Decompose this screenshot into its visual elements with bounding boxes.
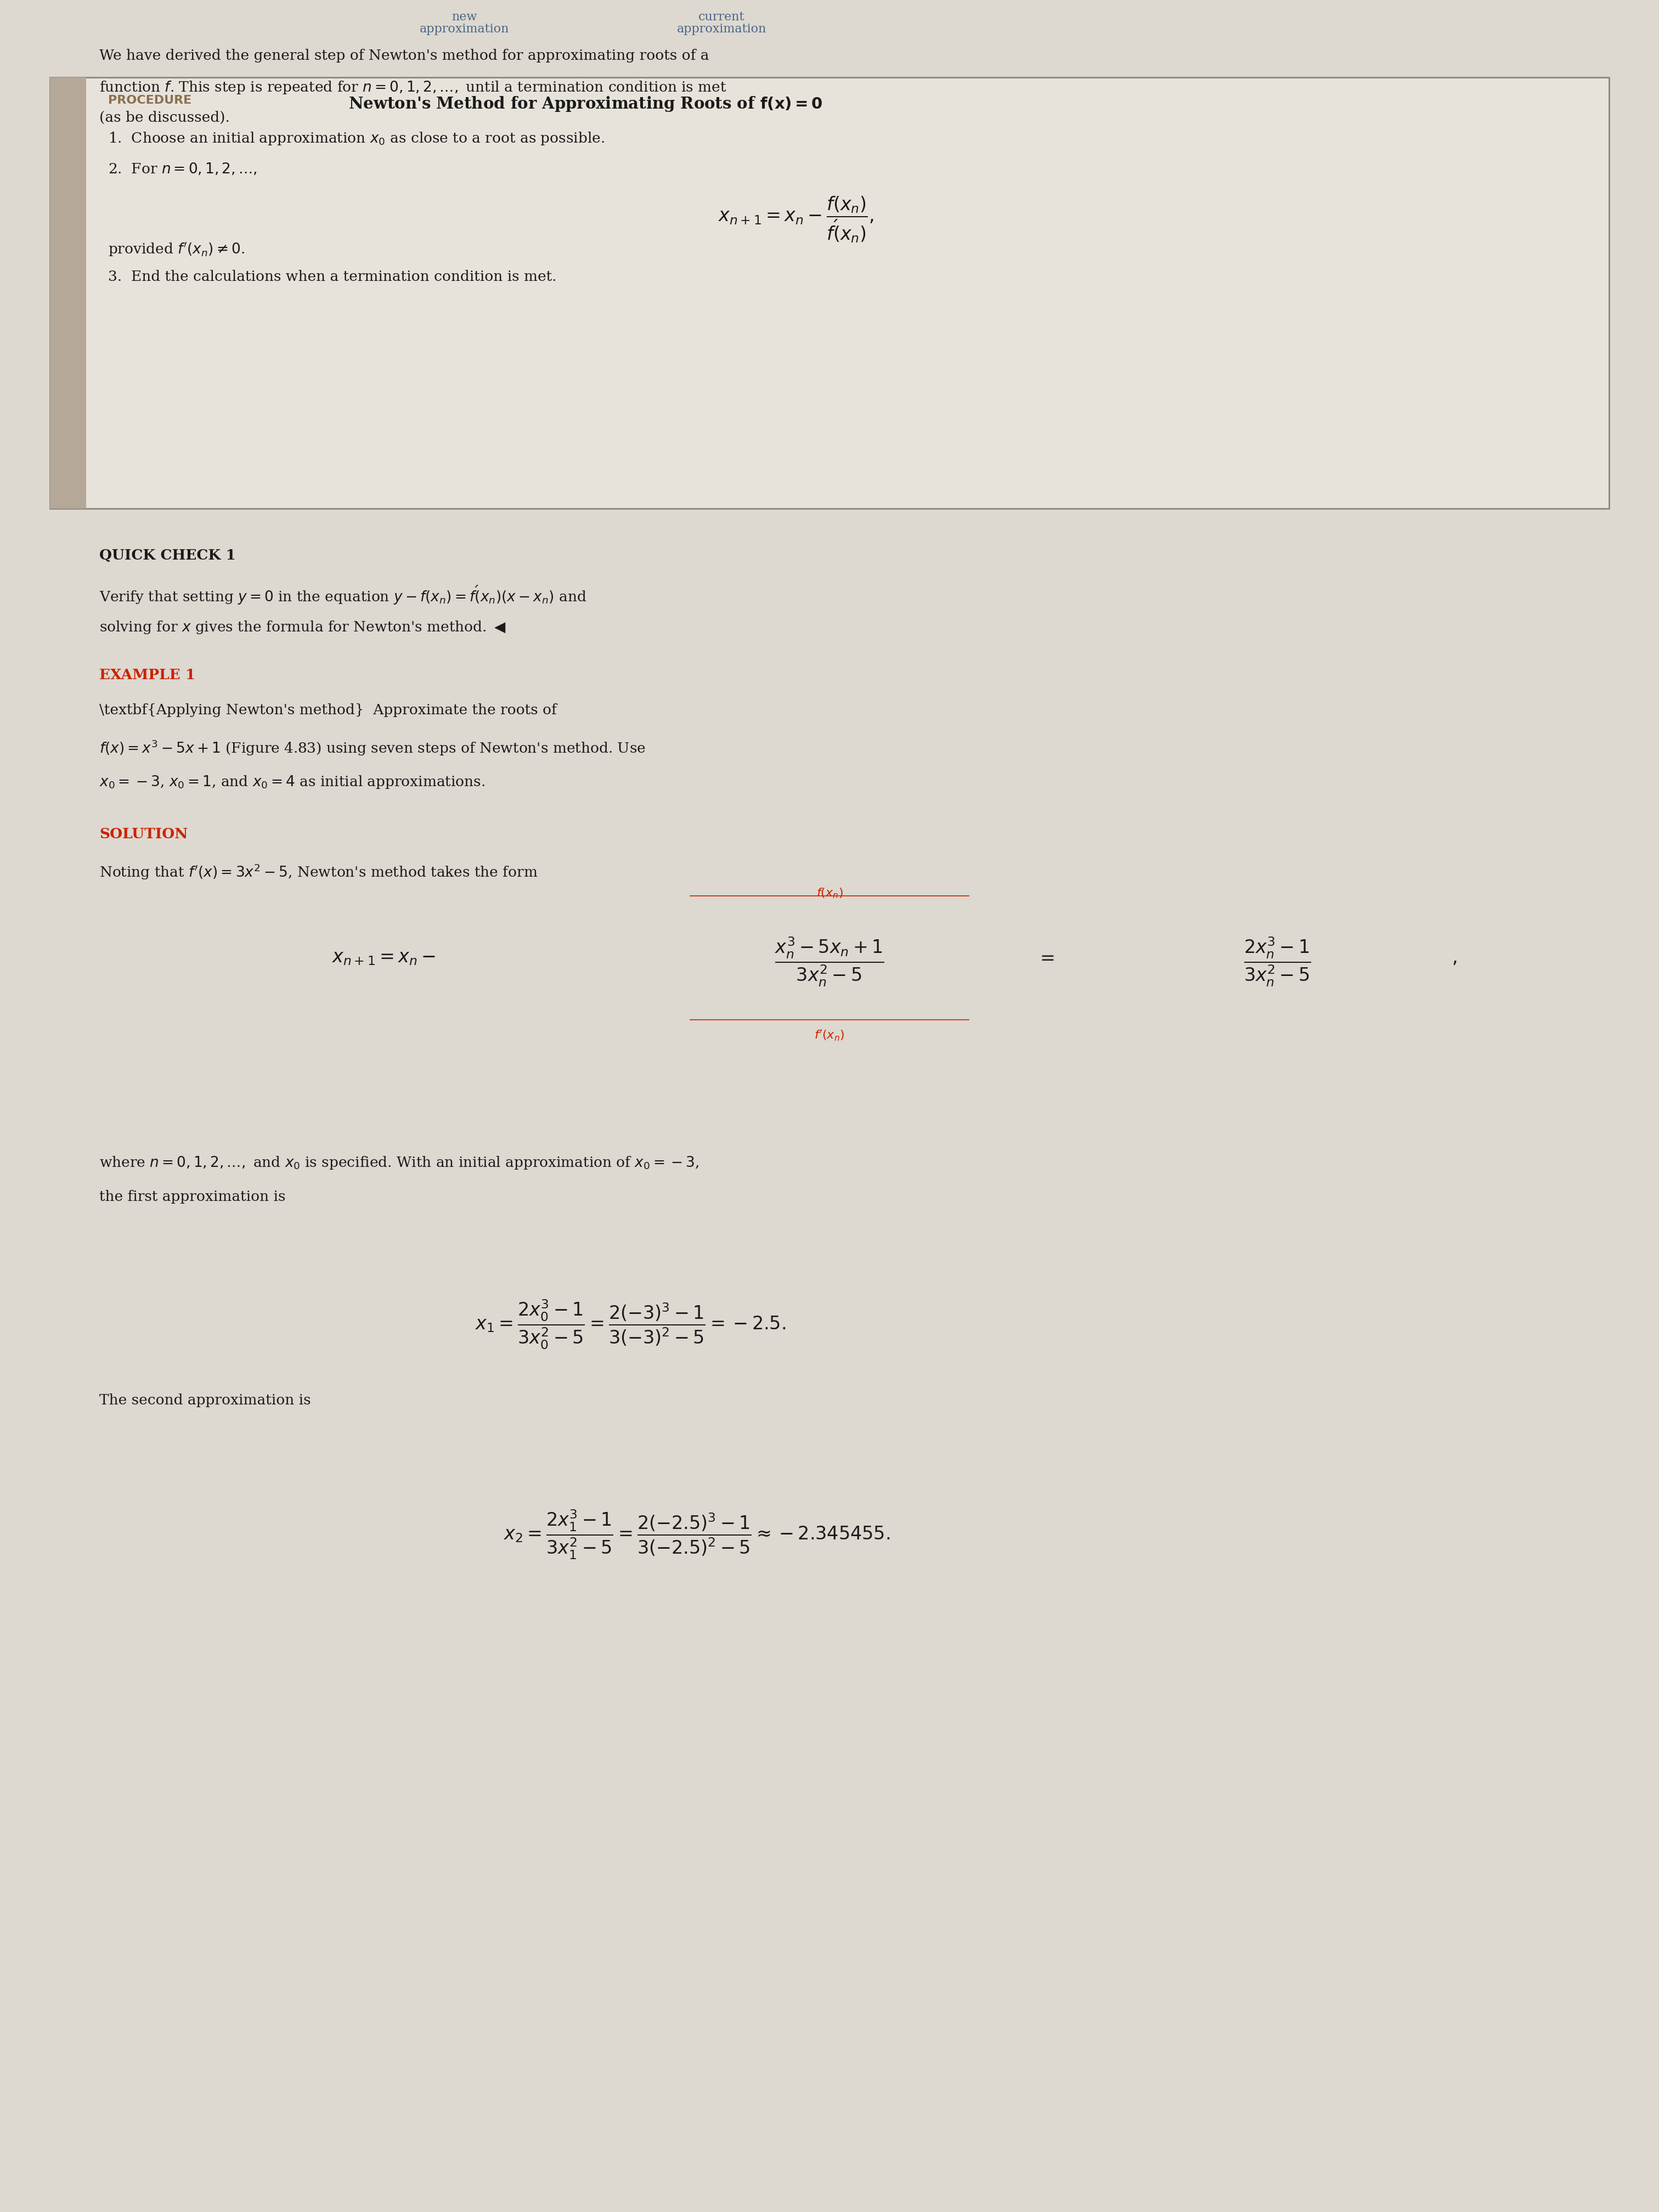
- Text: $x_0 = -3$, $x_0 = 1$, and $x_0 = 4$ as initial approximations.: $x_0 = -3$, $x_0 = 1$, and $x_0 = 4$ as …: [100, 774, 486, 790]
- Text: $\dfrac{x_n^3 - 5x_n + 1}{3x_n^2 - 5}$: $\dfrac{x_n^3 - 5x_n + 1}{3x_n^2 - 5}$: [775, 936, 884, 989]
- Bar: [50, 77, 86, 509]
- Text: EXAMPLE 1: EXAMPLE 1: [100, 668, 196, 681]
- Text: $f(x) = x^3 - 5x + 1$ (Figure 4.83) using seven steps of Newton's method. Use: $f(x) = x^3 - 5x + 1$ (Figure 4.83) usin…: [100, 739, 645, 757]
- Text: (as be discussed).: (as be discussed).: [100, 111, 231, 124]
- Text: 1.  Choose an initial approximation $x_0$ as close to a root as possible.: 1. Choose an initial approximation $x_0$…: [108, 131, 604, 146]
- Text: $,$: $,$: [1452, 949, 1457, 967]
- Text: approximation: approximation: [420, 22, 509, 35]
- Text: $f'(x_n)$: $f'(x_n)$: [815, 1029, 844, 1042]
- Text: QUICK CHECK 1: QUICK CHECK 1: [100, 549, 241, 562]
- Text: $\dfrac{2x_n^3 - 1}{3x_n^2 - 5}$: $\dfrac{2x_n^3 - 1}{3x_n^2 - 5}$: [1244, 936, 1311, 989]
- Text: Verify that setting $y = 0$ in the equation $y - f(x_n) = f\'(x_n)(x - x_n)$ and: Verify that setting $y = 0$ in the equat…: [100, 584, 587, 606]
- Text: the first approximation is: the first approximation is: [100, 1190, 285, 1203]
- Text: provided $f'(x_n) \neq 0$.: provided $f'(x_n) \neq 0$.: [108, 241, 244, 259]
- Text: We have derived the general step of Newton's method for approximating roots of a: We have derived the general step of Newt…: [100, 49, 710, 62]
- Text: 3.  End the calculations when a termination condition is met.: 3. End the calculations when a terminati…: [108, 270, 556, 283]
- Text: $x_2 = \dfrac{2x_1^3 - 1}{3x_1^2 - 5} = \dfrac{2(-2.5)^3 - 1}{3(-2.5)^2 - 5} \ap: $x_2 = \dfrac{2x_1^3 - 1}{3x_1^2 - 5} = …: [504, 1509, 889, 1562]
- Text: where $n = 0, 1, 2, \ldots,$ and $x_0$ is specified. With an initial approximati: where $n = 0, 1, 2, \ldots,$ and $x_0$ i…: [100, 1155, 700, 1170]
- Text: \textbf{Applying Newton's method}  Approximate the roots of: \textbf{Applying Newton's method} Approx…: [100, 703, 557, 717]
- Text: Noting that $f'(x) = 3x^2 - 5$, Newton's method takes the form: Noting that $f'(x) = 3x^2 - 5$, Newton's…: [100, 863, 538, 880]
- Text: PROCEDURE: PROCEDURE: [108, 95, 191, 106]
- Text: $x_{n+1} = x_n - \dfrac{f(x_n)}{f\'(x_n)},$: $x_{n+1} = x_n - \dfrac{f(x_n)}{f\'(x_n)…: [718, 195, 874, 243]
- Text: approximation: approximation: [677, 22, 766, 35]
- Text: The second approximation is: The second approximation is: [100, 1394, 312, 1407]
- Text: Newton's Method for Approximating Roots of $\mathbf{f(x) = 0}$: Newton's Method for Approximating Roots …: [348, 95, 823, 113]
- Text: solving for $x$ gives the formula for Newton's method. $\blacktriangleleft$: solving for $x$ gives the formula for Ne…: [100, 619, 506, 635]
- Text: $x_1 = \dfrac{2x_0^3 - 1}{3x_0^2 - 5} = \dfrac{2(-3)^3 - 1}{3(-3)^2 - 5} = -2.5.: $x_1 = \dfrac{2x_0^3 - 1}{3x_0^2 - 5} = …: [474, 1298, 786, 1352]
- Text: $f(x_n)$: $f(x_n)$: [816, 887, 843, 900]
- FancyBboxPatch shape: [50, 77, 1609, 509]
- Text: new: new: [451, 11, 478, 22]
- Text: SOLUTION: SOLUTION: [100, 827, 187, 841]
- Text: function $f$. This step is repeated for $n = 0, 1, 2, \ldots,$ until a terminati: function $f$. This step is repeated for …: [100, 80, 727, 95]
- Text: $x_{n+1} = x_n -$: $x_{n+1} = x_n -$: [332, 949, 436, 967]
- Text: current: current: [698, 11, 745, 22]
- Text: $=$: $=$: [1037, 949, 1053, 967]
- Text: 2.  For $n = 0, 1, 2, \ldots,$: 2. For $n = 0, 1, 2, \ldots,$: [108, 161, 257, 177]
